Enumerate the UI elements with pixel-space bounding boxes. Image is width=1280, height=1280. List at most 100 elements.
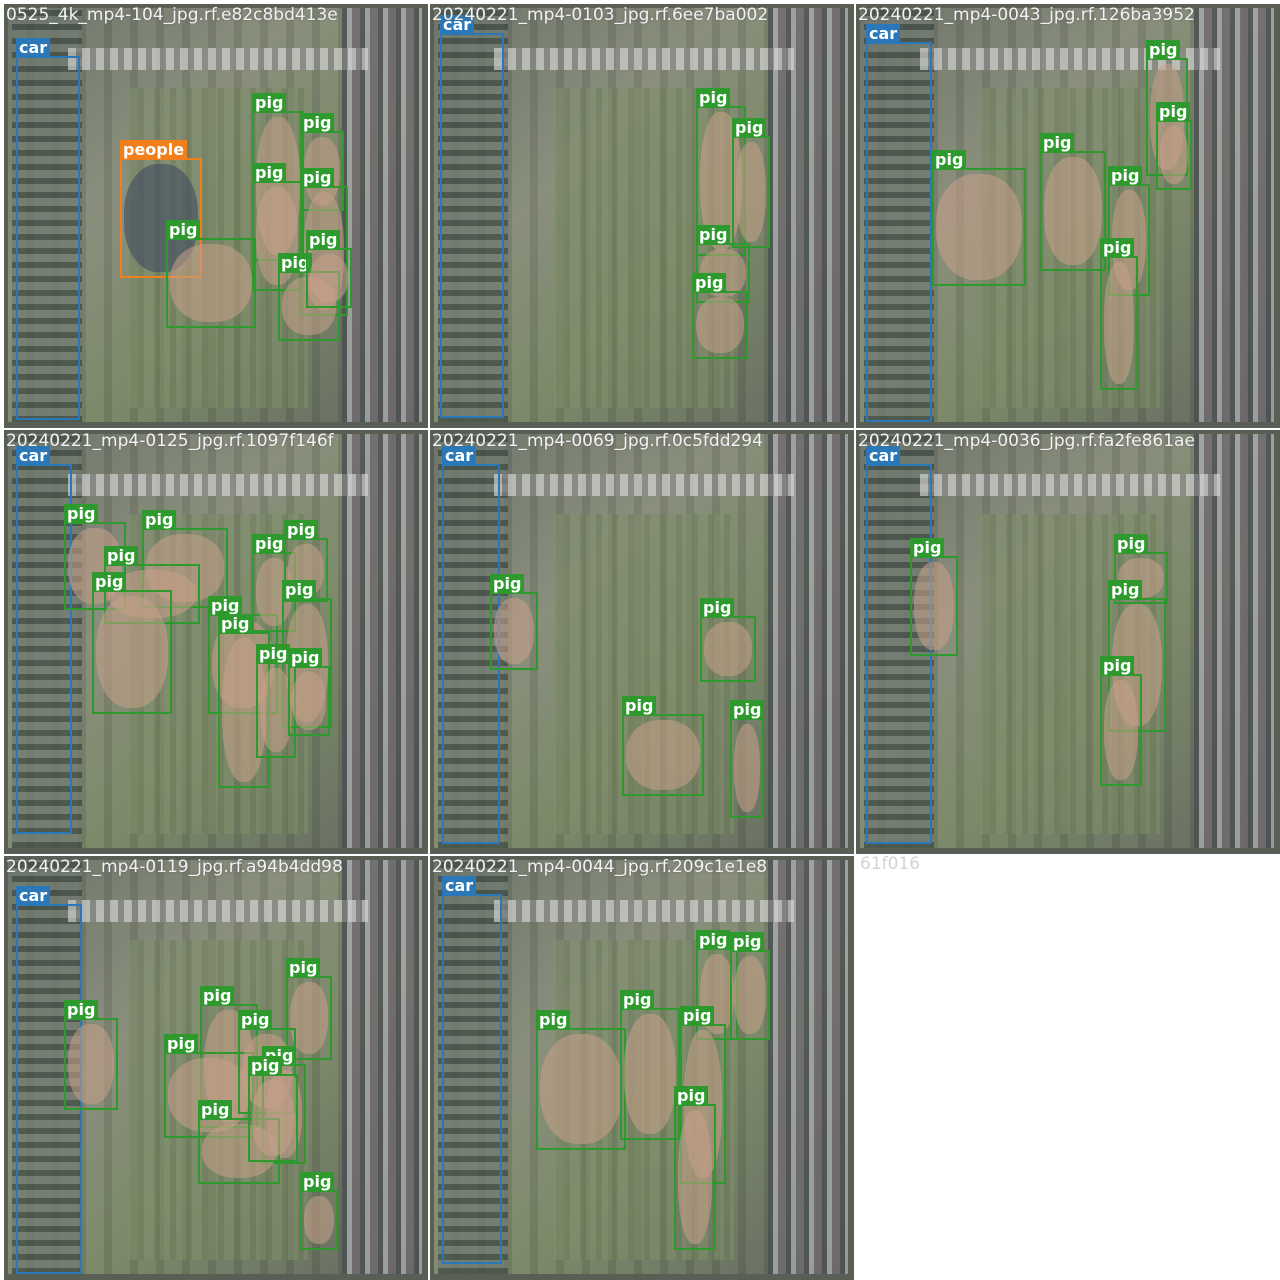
car-label: car xyxy=(442,446,477,466)
pig-label: pig xyxy=(252,163,287,183)
pig-bounding-box: pig xyxy=(300,168,348,316)
pig-label: pig xyxy=(252,534,287,554)
pig-label: pig xyxy=(256,644,291,664)
pig-bounding-box: pig xyxy=(92,572,172,714)
pig-shape xyxy=(494,598,534,664)
pig-label: pig xyxy=(252,93,287,113)
pig-bounding-box: pig xyxy=(932,150,1026,286)
pig-shape xyxy=(290,982,328,1054)
pig-label: pig xyxy=(284,520,319,540)
detection-tile-3: car pig pig pig pig pig pig 20240221_mp4-0043_j… xyxy=(856,4,1280,428)
pig-label: pig xyxy=(208,596,243,616)
fence-top-structure xyxy=(920,474,1220,496)
pig-bounding-box: pig xyxy=(278,253,340,341)
pen-camera-frame: car pig pig pig pig pig pig xyxy=(860,8,1274,422)
car-bounding-box: car xyxy=(16,38,80,420)
fence-top-structure xyxy=(68,48,368,70)
pig-bounding-box: pig xyxy=(1114,534,1168,604)
pig-label: pig xyxy=(696,225,731,245)
pig-bounding-box: pig xyxy=(732,118,770,248)
tile-caption: 20240221_mp4-0119_jpg.rf.a94b4dd98 xyxy=(6,857,343,877)
pig-bounding-box: pig xyxy=(674,1086,716,1250)
pig-bounding-box: pig xyxy=(1100,238,1138,390)
tile-caption: 20240221_mp4-0069_jpg.rf.0c5fdd294 xyxy=(432,431,763,451)
pig-bounding-box: pig xyxy=(536,1010,626,1150)
pig-bounding-box: pig xyxy=(286,958,332,1060)
pig-label: pig xyxy=(1040,133,1075,153)
tile-caption: 20240221_mp4-0125_jpg.rf.1097f146f xyxy=(6,431,334,451)
pig-label: pig xyxy=(674,1086,709,1106)
pig-label: pig xyxy=(622,696,657,716)
pig-bounding-box: pig xyxy=(622,696,704,796)
detection-tile-2: car pig pig pig pig 20240221_mp4-0103_jpg.rf.… xyxy=(430,4,854,428)
pig-label: pig xyxy=(300,1172,335,1192)
pig-label: pig xyxy=(692,273,727,293)
pig-bounding-box: pig xyxy=(1100,656,1142,786)
pig-label: pig xyxy=(278,253,313,273)
pig-label: pig xyxy=(490,574,525,594)
pig-shape xyxy=(734,956,766,1034)
car-label: car xyxy=(16,446,51,466)
pig-label: pig xyxy=(306,230,341,250)
pig-shape xyxy=(704,622,752,676)
fence-top-structure xyxy=(494,474,794,496)
pig-shape xyxy=(936,174,1022,280)
pig-label: pig xyxy=(1108,166,1143,186)
pig-bounding-box: pig xyxy=(910,538,958,656)
pig-bounding-box: pig xyxy=(490,574,538,670)
rail-left-structure xyxy=(438,860,508,1274)
pig-label: pig xyxy=(1114,534,1149,554)
pen-camera-frame: car pig pig pig pig xyxy=(434,434,848,848)
pig-shape xyxy=(1104,262,1134,384)
pig-bounding-box: pig xyxy=(730,700,765,818)
car-label: car xyxy=(866,24,901,44)
pig-label: pig xyxy=(1108,580,1143,600)
car-label: car xyxy=(16,38,51,58)
rail-right-structure xyxy=(768,860,848,1274)
pig-bounding-box: pig xyxy=(248,1056,298,1162)
people-label: people xyxy=(120,140,188,160)
pen-camera-frame: car pig pig pig pig xyxy=(434,8,848,422)
pig-label: pig xyxy=(1146,40,1181,60)
pig-bounding-box: pig xyxy=(692,273,748,359)
pig-bounding-box: pig xyxy=(306,230,352,308)
pig-bounding-box: pig xyxy=(700,598,756,682)
pig-label: pig xyxy=(732,118,767,138)
fence-top-structure xyxy=(68,900,368,922)
caption-overflow: 61f016 xyxy=(860,854,921,874)
pig-bounding-box: pig xyxy=(1040,133,1106,271)
pig-label: pig xyxy=(238,1010,273,1030)
pig-label: pig xyxy=(288,648,323,668)
pig-label: pig xyxy=(1100,238,1135,258)
rail-right-structure xyxy=(342,860,422,1274)
detection-tile-6: car pig pig pig pig 20240221_mp4-0036_jpg.rf.… xyxy=(856,430,1280,854)
tile-caption: 20240221_mp4-0036_jpg.rf.fa2fe861ae xyxy=(858,431,1195,451)
pig-label: pig xyxy=(282,580,317,600)
pig-label: pig xyxy=(198,1100,233,1120)
car-bounding-box: car xyxy=(442,876,502,1264)
pig-bounding-box: pig xyxy=(288,648,330,736)
pig-shape xyxy=(1160,126,1188,184)
rail-left-structure xyxy=(864,8,934,422)
pig-label: pig xyxy=(64,504,99,524)
pig-label: pig xyxy=(620,990,655,1010)
pig-shape xyxy=(734,724,760,812)
pig-shape xyxy=(678,1110,712,1244)
car-label: car xyxy=(866,446,901,466)
car-label: car xyxy=(440,15,475,35)
pig-label: pig xyxy=(92,572,127,592)
fence-top-structure xyxy=(68,474,368,496)
pig-shape xyxy=(736,142,766,242)
pig-label: pig xyxy=(536,1010,571,1030)
pig-bounding-box: pig xyxy=(1156,102,1192,190)
car-bounding-box: car xyxy=(440,15,504,418)
pig-shape xyxy=(260,668,292,752)
pig-label: pig xyxy=(680,1006,715,1026)
fence-top-structure xyxy=(920,48,1220,70)
pig-label: pig xyxy=(248,1056,283,1076)
pig-label: pig xyxy=(700,598,735,618)
car-bounding-box: car xyxy=(16,446,72,834)
rail-left-structure xyxy=(438,8,508,422)
car-label: car xyxy=(442,876,477,896)
fence-top-structure xyxy=(494,48,794,70)
